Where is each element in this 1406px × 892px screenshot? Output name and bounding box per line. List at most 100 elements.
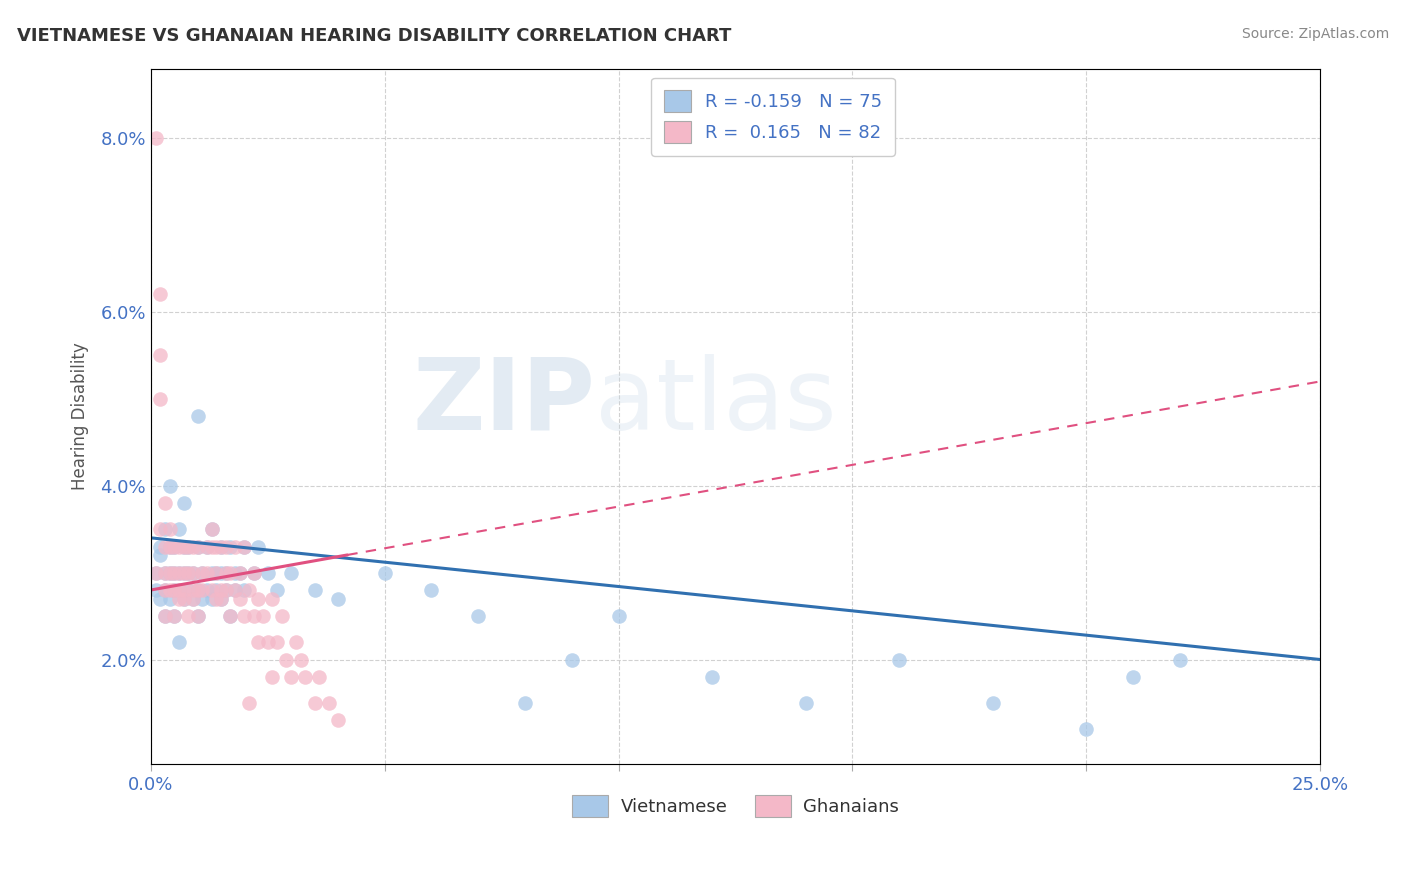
Point [153,582,176,597]
Point [195,566,218,580]
Point [420,582,443,597]
Point [262,591,284,606]
Point [159,479,181,493]
Point [607,609,630,624]
Point [247,635,270,649]
Point [153,540,176,554]
Text: atlas: atlas [595,354,837,450]
Point [304,696,326,710]
Point [513,696,536,710]
Point [242,566,264,580]
Point [205,566,228,580]
Point [256,566,278,580]
Point [145,566,167,580]
Point [163,609,186,624]
Point [177,609,200,624]
Point [191,566,214,580]
Point [242,566,264,580]
Point [219,540,242,554]
Point [794,696,817,710]
Point [294,670,316,684]
Point [187,582,209,597]
Point [219,566,242,580]
Point [149,548,172,562]
Point [215,566,238,580]
Point [224,582,246,597]
Point [173,566,195,580]
Point [153,582,176,597]
Point [153,566,176,580]
Text: Source: ZipAtlas.com: Source: ZipAtlas.com [1241,27,1389,41]
Point [177,582,200,597]
Text: VIETNAMESE VS GHANAIAN HEARING DISABILITY CORRELATION CHART: VIETNAMESE VS GHANAIAN HEARING DISABILIT… [17,27,731,45]
Point [561,652,583,666]
Point [201,582,224,597]
Point [981,696,1004,710]
Point [145,582,167,597]
Point [163,582,186,597]
Point [304,582,326,597]
Point [187,540,209,554]
Point [201,540,224,554]
Point [163,609,186,624]
Point [205,566,228,580]
Point [191,591,214,606]
Point [187,540,209,554]
Point [195,540,218,554]
Point [252,609,274,624]
Point [153,609,176,624]
Point [280,566,302,580]
Point [1168,652,1191,666]
Point [209,582,232,597]
Point [167,566,190,580]
Point [195,540,218,554]
Point [167,635,190,649]
Point [215,582,238,597]
Point [205,540,228,554]
Point [167,582,190,597]
Point [149,348,172,362]
Point [145,566,167,580]
Point [242,609,264,624]
Point [233,582,256,597]
Point [262,670,284,684]
Point [280,670,302,684]
Point [173,540,195,554]
Point [167,540,190,554]
Y-axis label: Hearing Disability: Hearing Disability [72,343,89,490]
Point [149,540,172,554]
Point [177,540,200,554]
Point [233,540,256,554]
Point [191,582,214,597]
Point [177,566,200,580]
Point [326,714,349,728]
Point [209,591,232,606]
Point [276,652,298,666]
Point [228,566,250,580]
Point [167,522,190,536]
Point [159,540,181,554]
Point [266,582,288,597]
Point [209,591,232,606]
Point [153,522,176,536]
Point [201,522,224,536]
Point [209,540,232,554]
Point [173,591,195,606]
Point [219,609,242,624]
Point [247,591,270,606]
Point [159,566,181,580]
Point [238,582,260,597]
Point [173,591,195,606]
Point [233,540,256,554]
Point [187,609,209,624]
Point [374,566,396,580]
Point [233,609,256,624]
Point [256,635,278,649]
Point [290,652,312,666]
Point [145,131,167,145]
Point [187,582,209,597]
Point [149,392,172,406]
Point [163,582,186,597]
Point [181,591,204,606]
Point [149,522,172,536]
